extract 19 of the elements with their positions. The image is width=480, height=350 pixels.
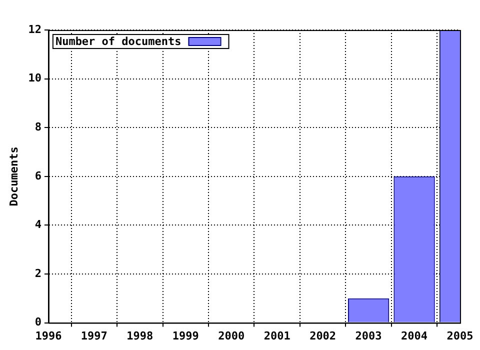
x-tick-label: 2003 (355, 329, 382, 342)
x-tick-label: 2002 (310, 329, 336, 342)
x-tick-label: 2001 (264, 329, 291, 342)
y-tick-label: 10 (28, 72, 42, 85)
y-tick-label: 0 (34, 316, 42, 329)
x-tick-label: 2005 (446, 329, 474, 342)
x-tick-label: 2004 (401, 329, 428, 342)
x-tick-label: 1997 (80, 329, 108, 342)
y-tick-label: 6 (34, 169, 42, 182)
y-tick-label: 2 (34, 266, 42, 280)
x-tick-label: 1998 (126, 329, 154, 342)
y-tick-label: 4 (34, 218, 42, 232)
legend-label: Number of documents (55, 34, 182, 48)
y-tick-label: 12 (28, 22, 42, 36)
x-tick-label: 2000 (218, 329, 245, 342)
x-tick-label: 1999 (172, 329, 199, 342)
x-tick-label: 1996 (35, 329, 62, 342)
y-axis-title: Documents (7, 146, 20, 206)
y-tick-label: 8 (34, 120, 42, 134)
